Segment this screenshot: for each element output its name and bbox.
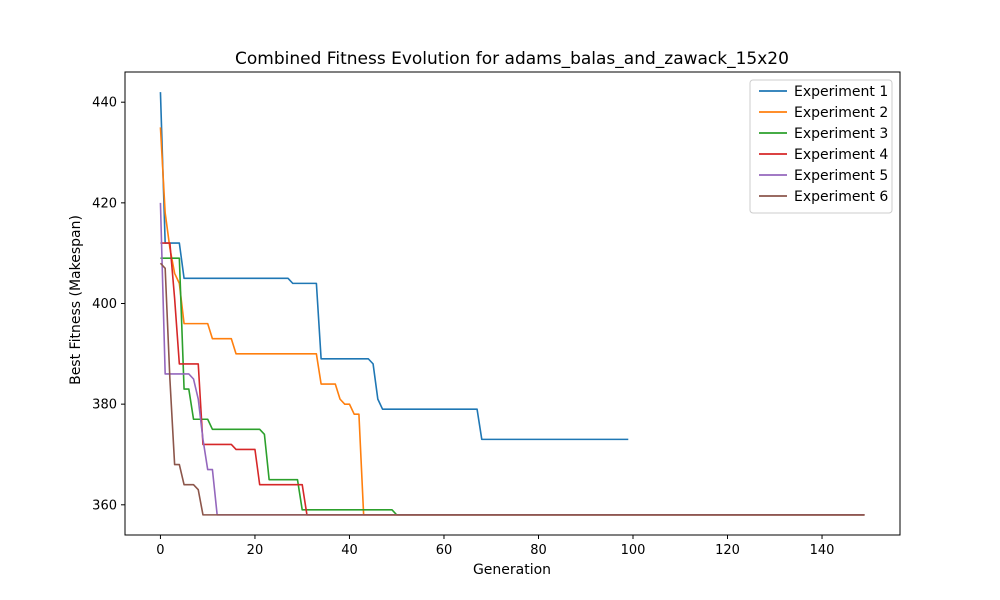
legend-label: Experiment 3 (794, 126, 888, 142)
series-line-experiment-5 (159, 202, 865, 516)
legend-label: Experiment 1 (794, 84, 888, 100)
series-line-experiment-2 (159, 127, 865, 516)
y-tick-label: 400 (92, 297, 117, 312)
x-tick-label: 100 (621, 543, 646, 558)
y-axis-label: Best Fitness (Makespan) (68, 215, 84, 385)
legend: Experiment 1 Experiment 2 Experiment 3 Expe… (749, 79, 893, 214)
legend-label: Experiment 2 (794, 105, 888, 121)
series-line-experiment-4 (160, 242, 865, 516)
plot-lines (159, 92, 865, 516)
legend-label: Experiment 4 (794, 147, 888, 163)
x-tick-label: 80 (530, 543, 547, 558)
x-axis-label: Generation (473, 562, 551, 578)
legend-label: Experiment 6 (794, 189, 888, 205)
x-tick-label: 40 (341, 543, 358, 558)
x-tick-label: 140 (810, 543, 835, 558)
x-tick-label: 60 (436, 543, 453, 558)
legend-label: Experiment 5 (794, 168, 888, 184)
legend-box (749, 79, 893, 214)
y-tick-label: 440 (92, 96, 117, 111)
x-tick-label: 120 (715, 543, 740, 558)
series-line-experiment-1 (159, 92, 629, 441)
chart-title: Combined Fitness Evolution for adams_bal… (235, 49, 789, 69)
series-line-experiment-6 (159, 262, 865, 516)
y-tick-label: 380 (92, 398, 117, 413)
series-line-experiment-3 (160, 257, 865, 516)
x-tick-label: 20 (247, 543, 264, 558)
x-tick-label: 0 (156, 543, 164, 558)
x-axis-ticks: 0 20 40 60 80 100 120 140 (156, 535, 834, 558)
y-axis-ticks: 360 380 400 420 440 (92, 96, 125, 513)
y-tick-label: 420 (92, 196, 117, 211)
y-tick-label: 360 (92, 498, 117, 513)
